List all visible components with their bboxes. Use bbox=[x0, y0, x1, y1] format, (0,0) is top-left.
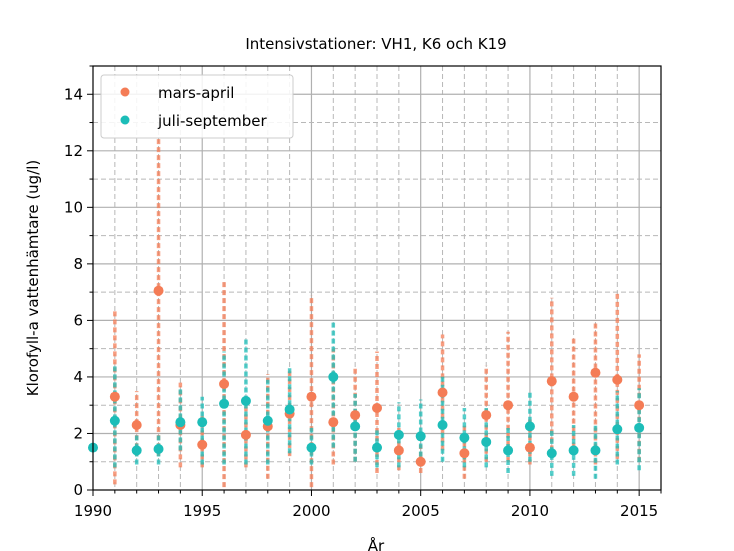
y-tick-label: 10 bbox=[64, 198, 83, 216]
error-bars bbox=[113, 136, 641, 488]
data-point-mars-april-2012 bbox=[568, 391, 579, 402]
data-point-juli-september-2008 bbox=[481, 436, 492, 447]
data-point-mars-april-2014 bbox=[612, 374, 623, 385]
data-point-mars-april-2009 bbox=[503, 400, 514, 411]
data-point-juli-september-2010 bbox=[524, 421, 535, 432]
x-axis-title: År bbox=[368, 536, 385, 551]
data-point-juli-september-2015 bbox=[634, 422, 645, 433]
data-point-juli-september-2006 bbox=[437, 419, 448, 430]
data-point-juli-september-2014 bbox=[612, 424, 623, 435]
y-tick-label: 12 bbox=[64, 142, 83, 160]
data-point-mars-april-1993 bbox=[153, 285, 164, 296]
data-point-juli-september-2007 bbox=[459, 432, 470, 443]
legend-box bbox=[100, 74, 294, 139]
data-point-mars-april-2001 bbox=[328, 417, 339, 428]
data-point-juli-september-2013 bbox=[590, 445, 601, 456]
data-point-mars-april-2004 bbox=[393, 445, 404, 456]
data-point-juli-september-2002 bbox=[350, 421, 361, 432]
x-tick-label: 1990 bbox=[74, 502, 112, 520]
data-point-mars-april-1995 bbox=[197, 439, 208, 450]
data-point-juli-september-2001 bbox=[328, 371, 339, 382]
data-point-mars-april-1996 bbox=[219, 379, 230, 389]
x-tick-label: 2010 bbox=[511, 502, 549, 520]
y-tick-label: 4 bbox=[73, 368, 83, 386]
legend: mars-april juli-september bbox=[100, 74, 294, 139]
x-tick-label: 2000 bbox=[292, 502, 330, 520]
data-point-juli-september-1998 bbox=[262, 415, 273, 426]
data-points bbox=[88, 285, 645, 467]
data-point-juli-september-2011 bbox=[546, 448, 557, 459]
data-point-mars-april-2006 bbox=[437, 387, 448, 398]
data-point-juli-september-1992 bbox=[131, 445, 142, 456]
legend-marker-juli-september bbox=[120, 115, 130, 125]
data-point-mars-april-2010 bbox=[524, 442, 535, 453]
data-point-mars-april-2011 bbox=[546, 376, 557, 387]
data-point-juli-september-2009 bbox=[503, 445, 514, 456]
data-point-mars-april-2008 bbox=[481, 410, 492, 421]
y-tick-label: 14 bbox=[64, 85, 83, 103]
legend-marker-mars-april bbox=[120, 87, 130, 97]
data-point-mars-april-2002 bbox=[350, 410, 361, 421]
x-tick-label: 2015 bbox=[620, 502, 658, 520]
data-point-juli-september-1995 bbox=[197, 417, 208, 428]
axis-ticks: 1990 1995 2000 2005 2010 2015 0 2 4 6 8 10 12 14 bbox=[64, 65, 662, 520]
data-point-juli-september-1997 bbox=[240, 395, 251, 406]
data-point-mars-april-2015 bbox=[634, 400, 645, 411]
y-tick-label: 2 bbox=[73, 424, 83, 442]
data-point-juli-september-1991 bbox=[109, 415, 120, 426]
x-tick-label: 1995 bbox=[183, 502, 221, 520]
chart-title: Intensivstationer: VH1, K6 och K19 bbox=[245, 35, 506, 53]
data-point-juli-september-2000 bbox=[306, 442, 317, 453]
y-tick-label: 8 bbox=[73, 255, 83, 273]
data-point-mars-april-1992 bbox=[131, 419, 142, 430]
y-tick-label: 0 bbox=[73, 481, 83, 499]
data-point-mars-april-2013 bbox=[590, 367, 601, 378]
data-point-juli-september-1996 bbox=[219, 398, 230, 409]
y-tick-label: 6 bbox=[73, 311, 83, 329]
data-point-mars-april-1997 bbox=[240, 429, 251, 440]
data-point-mars-april-1991 bbox=[109, 391, 120, 402]
data-point-mars-april-2007 bbox=[459, 448, 470, 459]
legend-label-juli-september: juli-september bbox=[157, 112, 267, 130]
data-point-mars-april-2000 bbox=[306, 391, 317, 402]
data-point-juli-september-2004 bbox=[393, 429, 404, 440]
data-point-juli-september-1994 bbox=[175, 417, 186, 428]
data-point-mars-april-2005 bbox=[415, 456, 426, 467]
data-point-juli-september-1993 bbox=[153, 444, 164, 455]
data-point-juli-september-2005 bbox=[415, 431, 426, 442]
x-tick-label: 2005 bbox=[402, 502, 440, 520]
legend-label-mars-april: mars-april bbox=[158, 84, 234, 102]
y-axis-title: Klorofyll-a vattenhämtare (ug/l) bbox=[24, 160, 42, 397]
data-point-juli-september-2012 bbox=[568, 445, 579, 456]
data-point-juli-september-1999 bbox=[284, 404, 295, 415]
data-point-mars-april-2003 bbox=[372, 403, 382, 414]
data-point-juli-september-2003 bbox=[372, 442, 382, 453]
